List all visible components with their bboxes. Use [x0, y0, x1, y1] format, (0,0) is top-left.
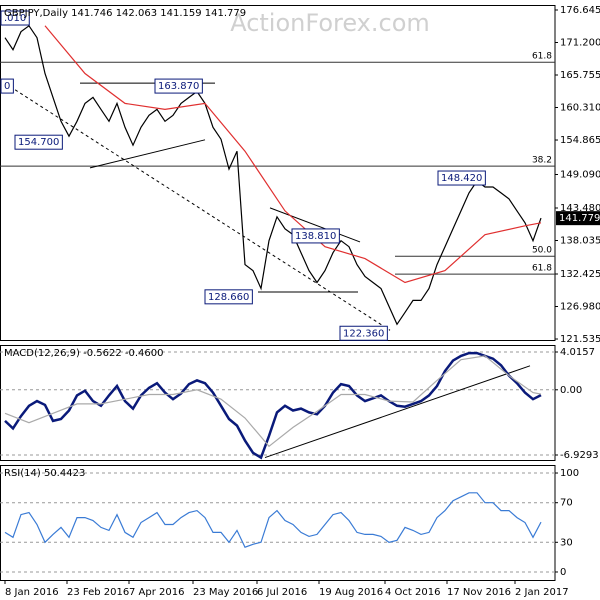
- y-tick-label: 132.425: [560, 269, 600, 280]
- y-tick-label: 154.865: [560, 135, 600, 146]
- trend-line: [269, 207, 361, 243]
- y-tick-label: 100: [560, 468, 579, 479]
- series-line: [4, 24, 542, 326]
- panel-header: GBPJPY,Daily 141.746 142.063 141.159 141…: [4, 8, 246, 19]
- x-tick-label: 6 Jul 2016: [257, 587, 307, 598]
- y-tick-label: 138.035: [560, 236, 600, 247]
- price-label-box: [437, 170, 486, 186]
- last-price-box: [556, 211, 600, 226]
- fib-label: 61.8: [532, 52, 552, 62]
- panel: [0, 465, 556, 581]
- price-label: 128.660: [208, 292, 249, 303]
- price-label: 163.870: [158, 81, 199, 92]
- price-label: 122.360: [343, 328, 384, 339]
- y-tick-label: 4.0157: [560, 347, 595, 358]
- x-tick-label: 19 Aug 2016: [319, 587, 383, 598]
- panel: [0, 5, 556, 341]
- series-line: [4, 355, 542, 448]
- y-tick-label: 126.980: [560, 302, 600, 313]
- x-tick-label: 7 Apr 2016: [129, 587, 184, 598]
- y-tick-label: 149.090: [560, 170, 600, 181]
- price-label-box: [339, 325, 388, 341]
- price-label: 138.810: [295, 231, 336, 242]
- price-label-box: [154, 78, 203, 94]
- trend-line: [264, 365, 531, 459]
- y-tick-label: 143.480: [560, 203, 600, 214]
- y-tick-label: 165.755: [560, 70, 600, 81]
- trend-line: [89, 139, 206, 169]
- series-line: [44, 25, 542, 284]
- y-tick-label: 176.645: [560, 5, 600, 16]
- y-tick-label: 70: [560, 498, 573, 509]
- last-price: 141.779: [559, 213, 600, 224]
- price-label-box: [14, 134, 63, 150]
- panel-header: RSI(14) 50.4423: [4, 468, 85, 479]
- x-tick-label: 4 Oct 2016: [385, 587, 440, 598]
- price-label: 154.700: [18, 137, 59, 148]
- fib-label: 50.0: [532, 246, 552, 256]
- y-tick-label: -6.9293: [560, 450, 599, 461]
- y-tick-label: 30: [560, 537, 573, 548]
- y-tick-label: 121.535: [560, 334, 600, 345]
- x-tick-label: 23 Feb 2016: [67, 587, 129, 598]
- y-tick-label: 171.200: [560, 37, 600, 48]
- price-label-box: [291, 228, 340, 244]
- y-tick-label: 0: [560, 567, 566, 578]
- series-line: [4, 351, 542, 460]
- y-tick-label: 0.00: [560, 385, 582, 396]
- price-label: 0: [4, 81, 10, 92]
- price-label: .010: [4, 13, 26, 24]
- price-label: 148.420: [441, 173, 482, 184]
- trend-line: [0, 79, 391, 331]
- price-label-box: [0, 10, 30, 26]
- fib-label: 38.2: [532, 156, 552, 166]
- x-tick-label: 17 Nov 2016: [447, 587, 511, 598]
- x-tick-label: 23 May 2016: [193, 587, 258, 598]
- x-tick-label: 8 Jan 2016: [5, 587, 59, 598]
- price-label-box: [204, 289, 253, 305]
- price-label-box: [0, 78, 14, 94]
- series-line: [4, 492, 542, 548]
- x-tick-label: 2 Jan 2017: [515, 587, 569, 598]
- panel-header: MACD(12,26,9) -0.5622 -0.4600: [4, 348, 164, 359]
- y-tick-label: 160.310: [560, 103, 600, 114]
- watermark: ActionForex.com: [230, 9, 430, 37]
- panel: [0, 345, 556, 461]
- fib-label: 61.8: [532, 264, 552, 274]
